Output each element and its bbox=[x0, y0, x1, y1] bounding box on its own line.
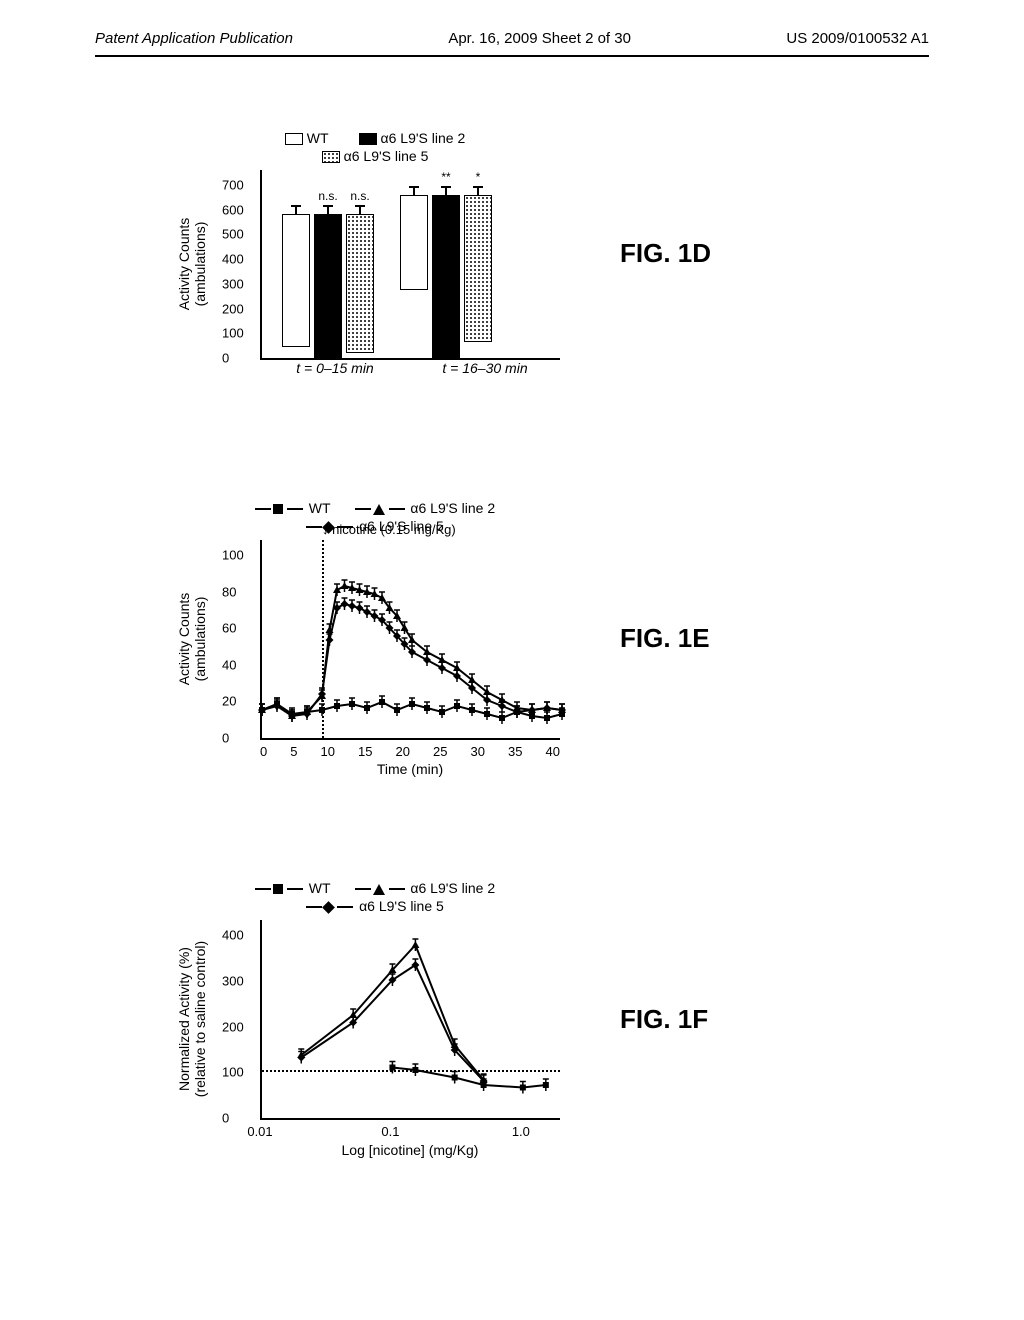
fig1f-plot: Normalized Activity (%) (relative to sal… bbox=[260, 920, 560, 1120]
fig1e-xlabel: Time (min) bbox=[260, 761, 560, 777]
swatch-line2 bbox=[359, 133, 377, 145]
fig1d-legend: WT α6 L9'S line 2 bbox=[190, 130, 560, 146]
fig1d-legend2: α6 L9'S line 5 bbox=[190, 148, 560, 164]
fig1e-yticks: 020406080100 bbox=[222, 540, 244, 738]
swatch-wt bbox=[285, 133, 303, 145]
fig1f-label: FIG. 1F bbox=[620, 1004, 708, 1035]
bar: ** bbox=[432, 195, 460, 358]
header-left: Patent Application Publication bbox=[95, 30, 293, 47]
legend-wt: WT bbox=[255, 500, 331, 516]
header-center: Apr. 16, 2009 Sheet 2 of 30 bbox=[448, 30, 631, 47]
fig1e-plot: Activity Counts (ambulations) 0204060801… bbox=[260, 540, 560, 740]
swatch-line5 bbox=[322, 151, 340, 163]
fig1f-xticks: 0.010.11.0 bbox=[260, 1124, 560, 1140]
bar bbox=[400, 195, 428, 290]
figure-1f: WT α6 L9'S line 2 α6 L9'S line 5 Normali… bbox=[190, 880, 708, 1158]
legend-line2: α6 L9'S line 2 bbox=[355, 500, 496, 516]
page-header: Patent Application Publication Apr. 16, … bbox=[0, 0, 1024, 55]
fig1e-ylabel: Activity Counts (ambulations) bbox=[176, 593, 208, 686]
fig1e-xticks: 0510152025303540 bbox=[260, 744, 560, 759]
fig1e-legend: WT α6 L9'S line 2 bbox=[190, 500, 560, 516]
fig1f-svg bbox=[262, 920, 560, 1118]
figure-1e: WT α6 L9'S line 2 α6 L9'S line 5 Activit… bbox=[190, 500, 710, 777]
fig1e-label: FIG. 1E bbox=[620, 623, 710, 654]
fig1e-svg bbox=[262, 540, 560, 738]
fig1e-chart: WT α6 L9'S line 2 α6 L9'S line 5 Activit… bbox=[190, 500, 560, 777]
fig1d-ylabel: Activity Counts (ambulations) bbox=[176, 218, 208, 311]
fig1d-chart: WT α6 L9'S line 2 α6 L9'S line 5 Activit… bbox=[190, 130, 560, 376]
fig1f-legend: WT α6 L9'S line 2 bbox=[190, 880, 560, 896]
fig1d-xcat-1: t = 16–30 min bbox=[410, 360, 560, 376]
fig1d-xcats: t = 0–15 min t = 16–30 min bbox=[260, 360, 560, 376]
fig1d-plot: Activity Counts (ambulations) 0100200300… bbox=[260, 170, 560, 360]
legend-line5: α6 L9'S line 5 bbox=[306, 898, 444, 914]
fig1f-ylabel: Normalized Activity (%) (relative to sal… bbox=[176, 941, 208, 1097]
fig1f-chart: WT α6 L9'S line 2 α6 L9'S line 5 Normali… bbox=[190, 880, 560, 1158]
header-rule bbox=[95, 55, 929, 57]
bar-group: n.s.n.s. bbox=[282, 214, 374, 358]
bar: n.s. bbox=[346, 214, 374, 352]
fig1d-label: FIG. 1D bbox=[620, 238, 711, 269]
fig1e-annotation: ↓ nicotine (0.15 mg/Kg) bbox=[322, 522, 456, 537]
fig1f-xlabel: Log [nicotine] (mg/Kg) bbox=[260, 1142, 560, 1158]
fig1d-yticks: 0100200300400500600700 bbox=[222, 170, 244, 358]
legend-line2: α6 L9'S line 2 bbox=[355, 880, 496, 896]
legend-wt: WT bbox=[285, 130, 329, 146]
legend-line5: α6 L9'S line 5 bbox=[322, 148, 429, 164]
fig1f-yticks: 0100200300400 bbox=[222, 920, 244, 1118]
bar: * bbox=[464, 195, 492, 342]
legend-line2: α6 L9'S line 2 bbox=[359, 130, 466, 146]
header-right: US 2009/0100532 A1 bbox=[786, 30, 929, 47]
fig1f-legend2: α6 L9'S line 5 bbox=[190, 898, 560, 914]
bar bbox=[282, 214, 310, 347]
fig1d-xcat-0: t = 0–15 min bbox=[260, 360, 410, 376]
figure-1d: WT α6 L9'S line 2 α6 L9'S line 5 Activit… bbox=[190, 130, 711, 376]
bar-group: *** bbox=[400, 195, 492, 358]
legend-wt: WT bbox=[255, 880, 331, 896]
bar: n.s. bbox=[314, 214, 342, 358]
